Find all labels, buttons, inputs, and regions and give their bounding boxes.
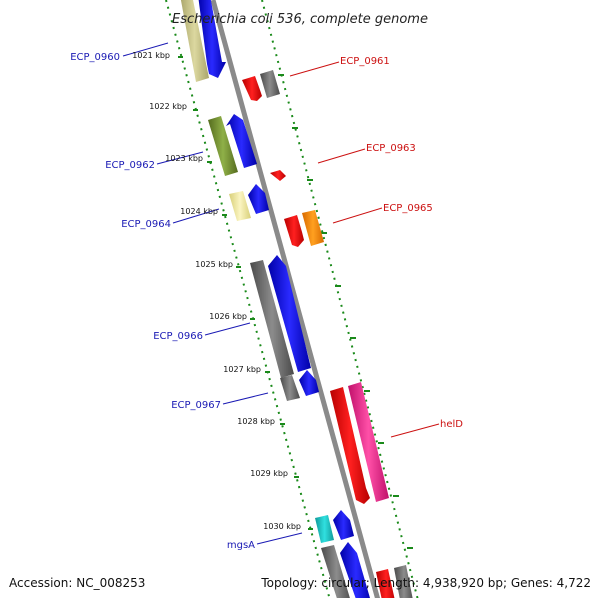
gene-label-ecp-0966[interactable]: ECP_0966 — [153, 331, 203, 342]
leader-lines-right — [289, 61, 440, 438]
gene-ecp-0961-red[interactable] — [242, 76, 262, 101]
scale-ticks-left — [178, 56, 313, 530]
scale-label: 1030 kbp — [263, 522, 301, 531]
left-dotted-boundary — [165, 0, 331, 598]
leader-line-ecp-0961 — [289, 61, 340, 77]
scale-label: 1029 kbp — [250, 469, 288, 478]
gene-bottom-red[interactable] — [376, 569, 396, 600]
gene-ecp-0964-blue[interactable] — [248, 184, 269, 214]
gene-ecp-0963-red[interactable] — [270, 170, 286, 181]
gene-label-ecp-0963[interactable]: ECP_0963 — [366, 143, 416, 154]
leader-line-ecp-0965 — [332, 207, 383, 224]
leader-line-ecp-0967 — [222, 392, 269, 405]
gene-ecp-0965-red[interactable] — [284, 215, 304, 247]
leader-line-ecp-0964 — [172, 208, 220, 224]
gene-label-ecp-0965[interactable]: ECP_0965 — [383, 203, 433, 214]
scale-label: 1027 kbp — [223, 365, 261, 374]
scale-label: 1025 kbp — [195, 260, 233, 269]
gene-ecp-0964-cream[interactable] — [229, 191, 251, 221]
gene-ecp-0962-olive[interactable] — [208, 116, 238, 176]
gene-ecp-0960-khaki[interactable] — [180, 0, 209, 82]
leader-lines-left — [122, 42, 303, 545]
gene-ecp-0966-gray[interactable] — [250, 260, 294, 378]
scale-ticks-right — [278, 74, 413, 549]
accession-text: Accession: NC_008253 — [9, 576, 145, 590]
leader-line-ecp-0966 — [204, 322, 251, 336]
gene-labels-left: ECP_0960 ECP_0962 ECP_0964 ECP_0966 ECP_… — [70, 52, 255, 551]
gene-label-ecp-0964[interactable]: ECP_0964 — [121, 219, 171, 230]
gene-ecp-0967-gray[interactable] — [280, 375, 300, 401]
gene-ecp-0966-blue[interactable] — [268, 255, 311, 372]
gene-mgsa-cyan[interactable] — [315, 515, 334, 543]
gene-label-ecp-0960[interactable]: ECP_0960 — [70, 52, 120, 63]
map-title: Escherichia coli 536, complete genome — [172, 12, 428, 27]
gene-ecp-0962-blue[interactable] — [226, 114, 257, 168]
topology-text: Topology: circular; Length: 4,938,920 bp… — [260, 576, 591, 590]
scale-label: 1026 kbp — [209, 312, 247, 321]
right-dotted-boundary — [261, 0, 419, 598]
gene-label-ecp-0962[interactable]: ECP_0962 — [105, 160, 155, 171]
leader-line-ecp-0960 — [122, 42, 169, 57]
gene-ecp-0967-blue[interactable] — [299, 370, 319, 396]
leader-line-ecp-0962 — [156, 151, 204, 165]
leader-line-held — [390, 423, 440, 438]
gene-next-blue[interactable] — [340, 542, 372, 600]
leader-line-ecp-0963 — [317, 148, 366, 164]
gene-label-ecp-0961[interactable]: ECP_0961 — [340, 56, 390, 67]
gene-label-mgsa[interactable]: mgsA — [227, 540, 255, 551]
gene-mgsa-blue[interactable] — [333, 510, 354, 540]
gene-ecp-0960-blue[interactable] — [198, 0, 226, 78]
scale-label: 1021 kbp — [132, 51, 170, 60]
scale-label: 1028 kbp — [237, 417, 275, 426]
scale-label: 1024 kbp — [180, 207, 218, 216]
gene-ecp-0961-gray[interactable] — [260, 70, 280, 98]
gene-next-gray[interactable] — [321, 545, 352, 600]
gene-held-pink[interactable] — [348, 382, 389, 502]
gene-label-ecp-0967[interactable]: ECP_0967 — [171, 400, 221, 411]
gene-bottom-gray[interactable] — [394, 565, 414, 600]
scale-label: 1022 kbp — [149, 102, 187, 111]
scale-labels: 1021 kbp 1022 kbp 1023 kbp 1024 kbp 1025… — [132, 51, 301, 531]
gene-held-red[interactable] — [330, 387, 370, 504]
genome-backbone — [210, 0, 381, 598]
gene-ecp-0965-orange[interactable] — [302, 210, 324, 246]
gene-label-held[interactable]: helD — [440, 419, 463, 430]
gene-labels-right: ECP_0961 ECP_0963 ECP_0965 helD — [340, 56, 463, 430]
leader-line-mgsa — [256, 532, 303, 545]
scale-label: 1023 kbp — [165, 154, 203, 163]
